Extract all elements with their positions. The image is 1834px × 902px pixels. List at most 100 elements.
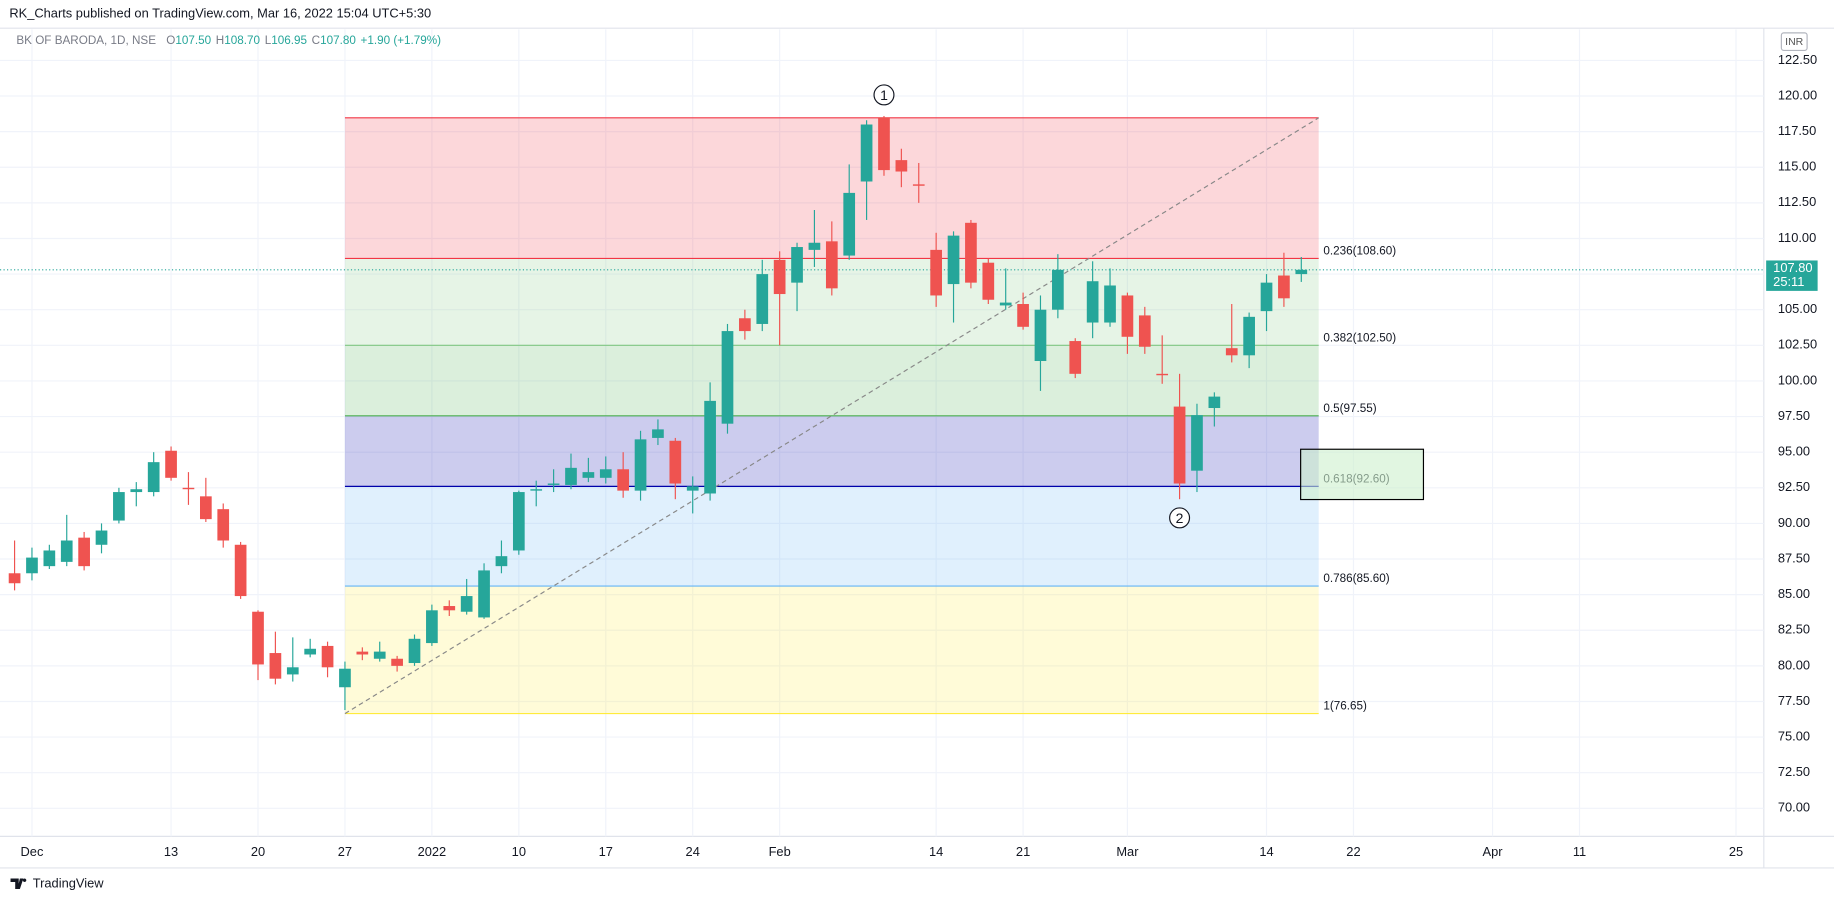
candle-body [652,429,664,438]
candle-body [165,450,177,478]
candle-body [373,651,386,659]
fib-zone [344,345,1319,416]
candle-body [1156,373,1169,376]
footer: TradingView [33,876,104,891]
candle-body [1104,285,1116,323]
candle-body [1278,275,1290,299]
candle-body [825,241,838,289]
x-tick-label: 25 [1729,844,1743,859]
candle-body [843,192,856,256]
x-tick-label: 14 [929,844,943,859]
candle-body [582,472,595,478]
fib-label: 1(76.65) [1323,700,1367,713]
candle-body [704,400,716,494]
candle-body [808,242,821,250]
candle-body [339,668,351,688]
y-tick-label: 122.50 [1778,52,1817,67]
candle-body [965,222,977,283]
highlight-box [1300,448,1425,501]
currency-box [1780,32,1808,51]
candle-body [1260,282,1273,312]
candle-body [426,610,438,644]
candle-body [252,611,264,665]
candle-body [1225,348,1238,356]
candle-body [634,439,647,491]
candle-body [60,540,73,562]
y-tick-label: 100.00 [1778,372,1817,387]
trend-line [344,117,1319,715]
candle-body [1208,396,1221,409]
fib-label: 0.786(85.60) [1323,572,1389,585]
y-tick-label: 80.00 [1778,657,1810,672]
fib-label: 0.382(102.50) [1323,331,1396,344]
y-tick-label: 72.50 [1778,764,1810,779]
x-tick-label: 24 [686,844,700,859]
y-tick-label: 82.50 [1778,622,1810,637]
ohlc-key: H [216,34,224,47]
x-tick-label: 13 [164,844,178,859]
candle-body [791,247,803,283]
candle-body [43,550,56,567]
last-price-label: 107.80 [1773,260,1812,275]
ohlc-key: C [312,34,320,47]
ohlc-value: 107.80 [320,34,356,47]
candle-body [1138,315,1151,347]
candle-body [686,486,699,491]
x-tick-label: 21 [1016,844,1030,859]
y-tick-label: 102.50 [1778,337,1817,352]
countdown: 25:11 [1773,274,1804,289]
symbol: BK OF BARODA, 1D, NSE [16,34,156,47]
candle-body [1191,415,1203,471]
ohlc-value: 107.50 [175,34,211,47]
candle-body [1121,295,1134,337]
candle-body [443,606,456,611]
candle-body [599,469,612,478]
last-price-box [1766,260,1818,291]
candle-body [947,235,960,285]
y-tick-label: 117.50 [1778,123,1816,138]
candle-body [1069,341,1082,374]
y-tick-label: 90.00 [1778,515,1810,530]
candle-body [460,596,473,612]
candle-body [217,509,230,541]
y-tick-label: 105.00 [1778,301,1817,316]
x-tick-label: Apr [1483,844,1504,859]
ohlc-value: 106.95 [271,34,307,47]
y-tick-label: 70.00 [1778,800,1810,815]
grid [0,29,1764,837]
candle-body [669,440,682,484]
fib-label: 0.236(108.60) [1323,245,1396,258]
candle-body [478,570,490,618]
candle-body [269,653,282,679]
y-tick-label: 115.00 [1778,159,1816,174]
y-tick-label: 85.00 [1778,586,1810,601]
candle-body [1034,309,1047,361]
candle-body [1173,406,1186,484]
x-tick-label: 20 [251,844,265,859]
candle-body [130,489,143,493]
candle-body [356,651,369,655]
plot: 12 [0,84,1764,711]
y-tick-label: 110.00 [1778,230,1816,245]
candle-body [78,537,90,567]
candle-body [739,318,751,332]
annotation-label: 2 [1176,510,1184,526]
candle-body [565,467,577,485]
candle-body [1017,304,1029,327]
axes: 70.00 72.50 75.00 77.50 80.00 82.50 85.00 87.50… [21,52,1818,859]
candle-body [321,645,334,668]
x-tick-label: Feb [769,844,791,859]
x-tick-label: Mar [1116,844,1139,859]
ohlc-value: 108.70 [224,34,260,47]
candle-body [860,124,873,182]
annotation-circle [873,84,895,106]
annotation-circle [1169,507,1191,529]
candle-body [26,557,38,574]
candle-body [199,496,212,520]
candle-body [495,556,508,567]
y-tick-label: 77.50 [1778,693,1810,708]
candle-body [286,667,299,675]
